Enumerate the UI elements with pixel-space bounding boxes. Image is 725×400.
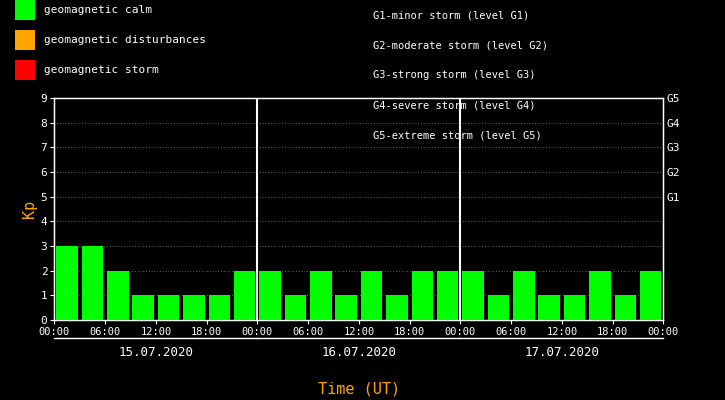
Bar bbox=[133, 295, 154, 320]
Text: 17.07.2020: 17.07.2020 bbox=[524, 346, 600, 359]
Text: G4-severe storm (level G4): G4-severe storm (level G4) bbox=[373, 100, 536, 110]
Bar bbox=[412, 271, 433, 320]
Bar bbox=[564, 295, 585, 320]
Bar bbox=[234, 271, 255, 320]
Bar bbox=[513, 271, 534, 320]
Bar bbox=[158, 295, 179, 320]
Bar bbox=[386, 295, 407, 320]
Text: G1-minor storm (level G1): G1-minor storm (level G1) bbox=[373, 10, 530, 20]
Bar bbox=[336, 295, 357, 320]
Bar bbox=[209, 295, 230, 320]
Text: 15.07.2020: 15.07.2020 bbox=[118, 346, 194, 359]
Bar bbox=[361, 271, 382, 320]
Text: G3-strong storm (level G3): G3-strong storm (level G3) bbox=[373, 70, 536, 80]
Bar bbox=[183, 295, 204, 320]
Bar bbox=[260, 271, 281, 320]
Bar bbox=[539, 295, 560, 320]
Bar bbox=[488, 295, 509, 320]
Text: geomagnetic disturbances: geomagnetic disturbances bbox=[44, 35, 205, 45]
Bar bbox=[437, 271, 458, 320]
Bar bbox=[107, 271, 128, 320]
Bar bbox=[615, 295, 636, 320]
Text: G2-moderate storm (level G2): G2-moderate storm (level G2) bbox=[373, 40, 548, 50]
Bar bbox=[589, 271, 610, 320]
Bar bbox=[463, 271, 484, 320]
Y-axis label: Kp: Kp bbox=[22, 200, 36, 218]
Text: G5-extreme storm (level G5): G5-extreme storm (level G5) bbox=[373, 130, 542, 140]
Text: 16.07.2020: 16.07.2020 bbox=[321, 346, 397, 359]
Bar bbox=[640, 271, 661, 320]
Bar bbox=[310, 271, 331, 320]
Text: Time (UT): Time (UT) bbox=[318, 381, 400, 396]
Text: geomagnetic calm: geomagnetic calm bbox=[44, 5, 152, 15]
Text: geomagnetic storm: geomagnetic storm bbox=[44, 65, 158, 75]
Bar bbox=[57, 246, 78, 320]
Bar bbox=[285, 295, 306, 320]
Bar bbox=[82, 246, 103, 320]
